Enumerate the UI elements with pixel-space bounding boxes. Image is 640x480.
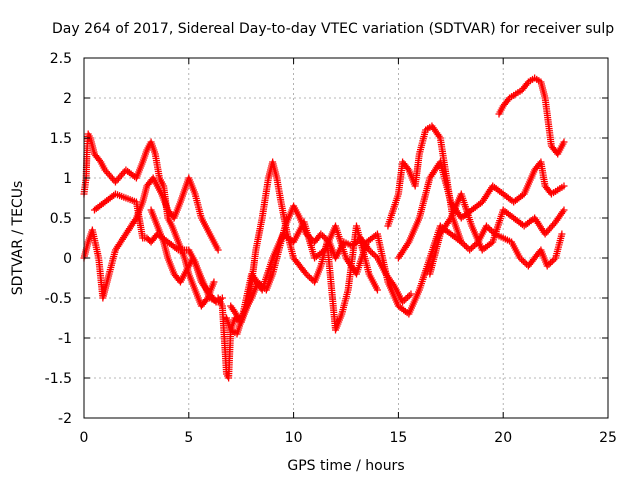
y-tick-labels: -2 -1.5 -1 -0.5 0 0.5 1 1.5 2 2.5	[45, 51, 72, 427]
data-point-marker	[372, 252, 380, 260]
y-tick-label: -0.5	[45, 291, 72, 307]
data-point-marker	[461, 241, 469, 249]
y-tick-label: 0	[63, 251, 72, 267]
data-point	[348, 242, 356, 250]
y-tick-label: -1.5	[45, 371, 72, 387]
y-axis-label: SDTVAR / TECUs	[10, 181, 26, 296]
data-point-marker	[486, 225, 494, 233]
data-point-marker	[467, 244, 475, 252]
data-point-marker	[307, 275, 315, 283]
data-point	[560, 138, 568, 146]
data-point-marker	[402, 295, 410, 303]
series-track-9	[394, 158, 568, 262]
data-point	[558, 230, 566, 238]
data-point	[543, 262, 551, 270]
data-point	[399, 298, 407, 306]
y-tick-label: 0.5	[50, 211, 72, 227]
x-tick-label: 15	[389, 430, 407, 446]
data-point-marker	[545, 260, 553, 268]
x-tick-label: 20	[494, 430, 512, 446]
x-tick-label: 5	[184, 430, 193, 446]
data-point-marker	[459, 240, 467, 248]
data-point	[560, 206, 568, 214]
data-point	[457, 238, 465, 246]
data-point-marker	[304, 272, 312, 280]
data-point-marker	[404, 164, 412, 172]
data-point-marker	[367, 248, 375, 256]
data-point-marker	[319, 232, 327, 240]
data-point	[482, 222, 490, 230]
data-point-marker	[405, 292, 413, 300]
data-point	[516, 254, 524, 262]
data-point-marker	[484, 224, 492, 232]
series-track-10	[426, 190, 568, 278]
data-points	[80, 74, 568, 382]
data-point-marker	[370, 251, 378, 259]
data-point-marker	[548, 257, 556, 265]
y-tick-label: 1.5	[50, 131, 72, 147]
data-point-marker	[519, 257, 527, 265]
x-tick-label: 10	[285, 430, 303, 446]
data-point-marker	[350, 240, 358, 248]
data-point-marker	[400, 296, 408, 304]
y-tick-label: 1	[63, 171, 72, 187]
data-point-marker	[306, 273, 314, 281]
data-point	[210, 278, 218, 286]
y-tick-label: -1	[58, 331, 72, 347]
data-point	[214, 246, 222, 254]
data-point	[560, 182, 568, 190]
chart-title: Day 264 of 2017, Sidereal Day-to-day VTE…	[52, 21, 614, 37]
x-tick-labels: 0 5 10 15 20 25	[80, 430, 617, 446]
data-point	[407, 290, 415, 298]
data-point	[302, 270, 310, 278]
data-point-marker	[352, 239, 360, 247]
data-point-marker	[96, 156, 104, 164]
y-tick-label: 2.5	[50, 51, 72, 67]
data-point-marker	[404, 293, 412, 301]
series-track-11	[495, 74, 568, 158]
series-track-8	[384, 122, 566, 270]
data-point-marker	[471, 241, 479, 249]
data-point-marker	[368, 249, 376, 257]
y-tick-label: -2	[58, 411, 72, 427]
series-track-7	[227, 218, 465, 326]
x-tick-label: 0	[80, 430, 89, 446]
data-point	[317, 230, 325, 238]
data-point-marker	[518, 256, 526, 264]
data-point	[466, 246, 474, 254]
x-axis-label: GPS time / hours	[287, 458, 404, 474]
data-point-marker	[320, 233, 328, 241]
plot-frame	[83, 57, 609, 419]
data-point-marker	[547, 259, 555, 267]
data-point-marker	[550, 256, 558, 264]
x-tick-label: 25	[599, 430, 617, 446]
data-point-marker	[521, 259, 529, 267]
data-point-marker	[462, 243, 470, 251]
series-track-2	[80, 174, 222, 302]
data-point	[373, 286, 381, 294]
y-tick-label: 2	[63, 91, 72, 107]
data-point-marker	[469, 243, 477, 251]
series-track-4	[147, 206, 222, 306]
